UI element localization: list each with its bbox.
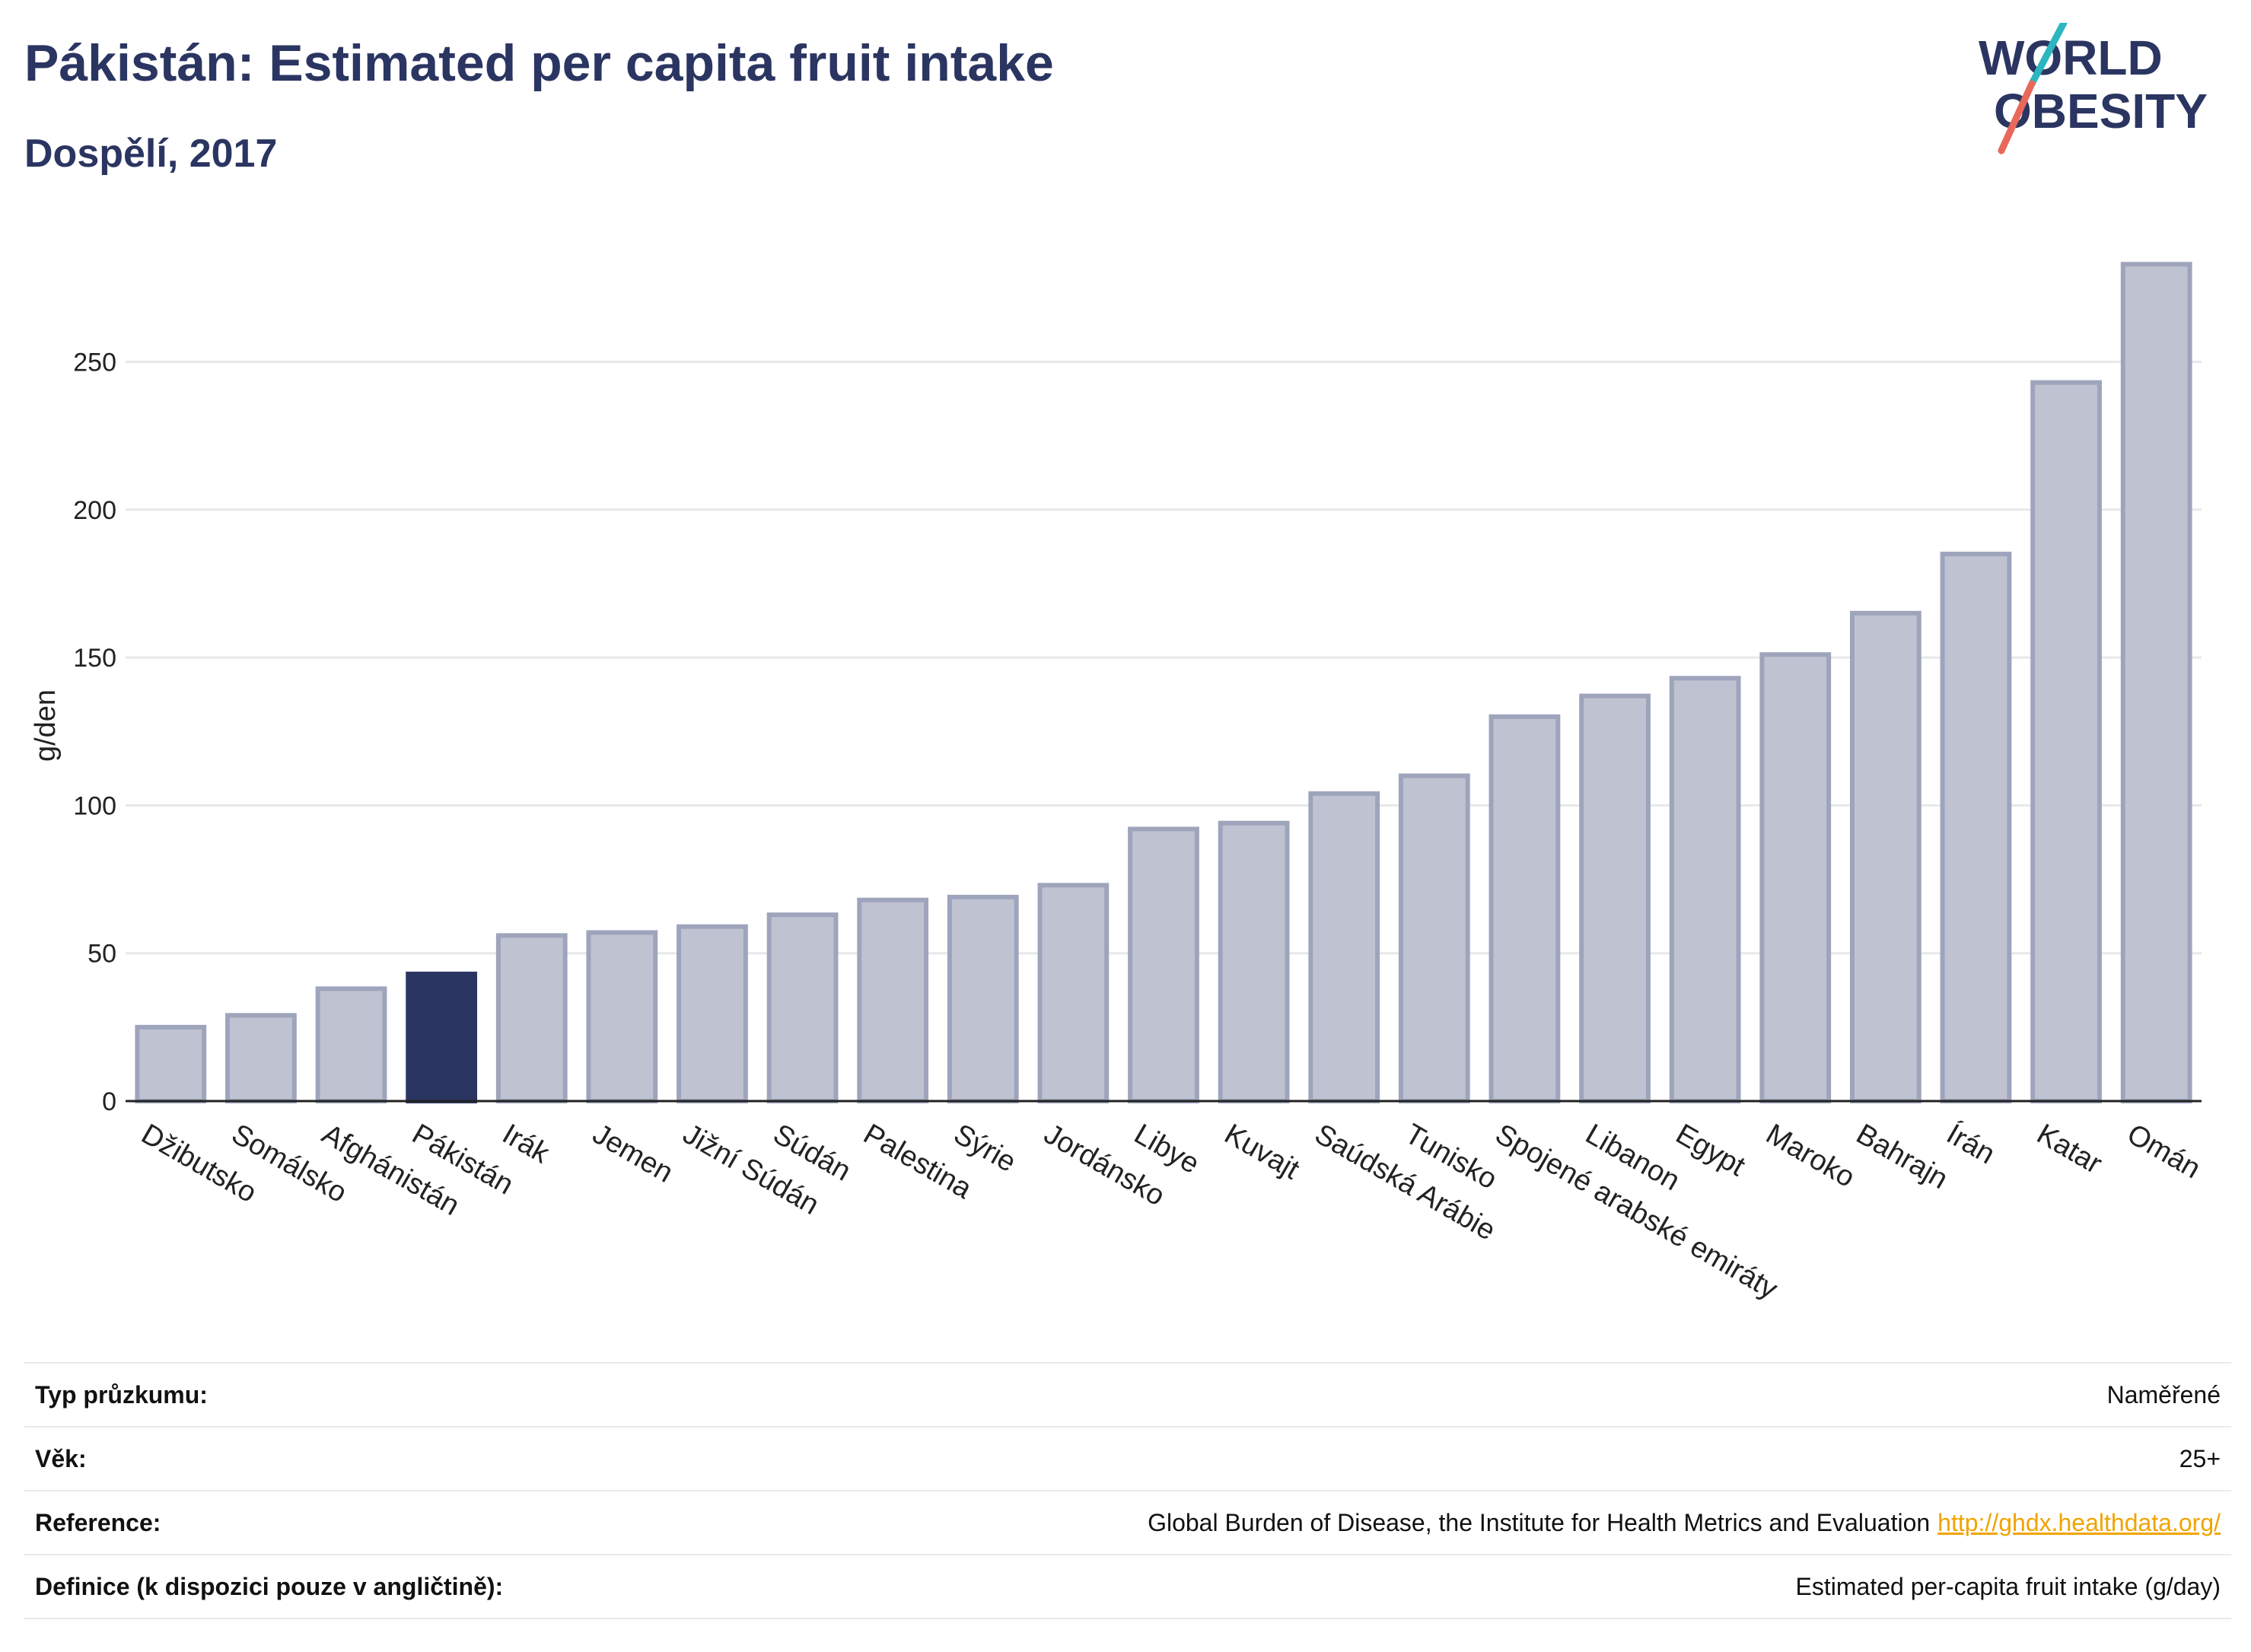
info-label: Definice (k dispozici pouze v angličtině… [35, 1572, 504, 1600]
logo-slash-bottom [1998, 80, 2036, 154]
y-axis-label: g/den [30, 689, 62, 762]
bar-Jordánsko[interactable] [1037, 883, 1110, 1103]
info-row: Reference: Global Burden of Disease, the … [24, 1490, 2231, 1554]
y-axis-ticks: 0 50 100 150 200 250 [73, 348, 116, 1116]
info-value-text: 25+ [2179, 1444, 2221, 1472]
info-value-text: Estimated per-capita fruit intake (g/day… [1795, 1572, 2221, 1600]
info-label: Reference: [35, 1508, 161, 1536]
bar-Džibutsko[interactable] [135, 1024, 207, 1104]
bar-Írán[interactable] [1940, 552, 2012, 1103]
y-tick-label: 0 [102, 1087, 116, 1116]
bar-Kuvajt[interactable] [1218, 820, 1290, 1103]
bar-Irák[interactable] [495, 933, 568, 1104]
reference-link[interactable]: http://ghdx.healthdata.org/ [1937, 1508, 2221, 1536]
info-value: Naměřené [2107, 1381, 2221, 1409]
bar-Palestina[interactable] [857, 897, 929, 1103]
y-tick-label: 150 [73, 644, 116, 673]
bar-Somálsko[interactable] [225, 1013, 297, 1104]
bar-Bahrajn[interactable] [1849, 610, 1921, 1103]
info-value: 25+ [2179, 1445, 2221, 1473]
y-tick-label: 100 [73, 791, 116, 820]
x-tick-label: Kuvajt [1219, 1118, 1305, 1186]
y-tick-label: 200 [73, 496, 116, 525]
x-tick-label: Omán [2122, 1118, 2206, 1185]
x-tick-label: Maroko [1761, 1118, 1861, 1194]
x-tick-label: Írán [1941, 1117, 2001, 1170]
chart-title: Pákistán: Estimated per capita fruit int… [24, 34, 1054, 92]
info-value: Global Burden of Disease, the Institute … [1148, 1509, 2221, 1537]
info-row: Věk: 25+ [24, 1426, 2231, 1490]
info-label: Věk: [35, 1444, 87, 1472]
bar-Omán[interactable] [2120, 262, 2192, 1103]
logo-line-1: WORLD [1979, 30, 2163, 85]
x-tick-label: Bahrajn [1851, 1118, 1953, 1195]
x-axis-labels: DžibutskoSomálskoAfghánistánPákistánIrák… [136, 1117, 2206, 1305]
bar-chart: 0 50 100 150 200 250 DžibutskoSomálskoAfgháni… [30, 262, 2206, 1306]
info-row: Typ průzkumu: Naměřené [24, 1362, 2231, 1426]
x-tick-label: Irák [497, 1118, 556, 1170]
world-obesity-logo: WORLD OBESITY [1979, 23, 2208, 154]
bar-Afghánistán[interactable] [315, 986, 387, 1103]
info-table: Typ průzkumu: Naměřené Věk: 25+ Reference: Gl… [24, 1362, 2231, 1619]
bar-Libye[interactable] [1128, 826, 1199, 1104]
info-value-text: Global Burden of Disease, the Institute … [1148, 1508, 1931, 1536]
y-tick-label: 250 [73, 348, 116, 377]
y-tick-label: 50 [88, 940, 116, 969]
bar-Katar[interactable] [2030, 380, 2102, 1103]
info-row: Definice (k dispozici pouze v angličtině… [24, 1554, 2231, 1619]
bar-Súdán[interactable] [766, 912, 839, 1103]
logo-slash-top [2028, 23, 2068, 88]
bar-Sýrie[interactable] [947, 894, 1019, 1103]
bar-Maroko[interactable] [1759, 652, 1832, 1103]
info-label: Typ průzkumu: [35, 1380, 208, 1408]
bar-Jižní Súdán[interactable] [677, 924, 748, 1103]
bar-Libanon[interactable] [1579, 693, 1651, 1103]
bar-Pákistán[interactable] [406, 971, 478, 1103]
x-tick-label: Katar [2031, 1118, 2107, 1180]
info-value: Estimated per-capita fruit intake (g/day… [1796, 1573, 2221, 1601]
chart-subtitle: Dospělí, 2017 [24, 132, 278, 176]
x-tick-label: Jemen [587, 1118, 679, 1189]
info-value-text: Naměřené [2106, 1380, 2221, 1408]
bar-Spojené arabské emiráty[interactable] [1488, 714, 1561, 1103]
bars [135, 262, 2192, 1104]
bar-Jemen[interactable] [586, 930, 658, 1103]
bar-Saúdská Arábie[interactable] [1308, 791, 1380, 1103]
bar-Egypt[interactable] [1669, 676, 1741, 1103]
bar-Tunisko[interactable] [1398, 773, 1470, 1103]
